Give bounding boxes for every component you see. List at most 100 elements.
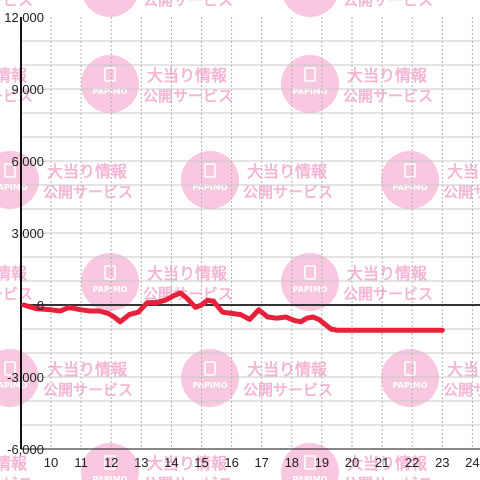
watermark-logo-icon <box>304 67 316 82</box>
watermark-line1: 大当り情報 <box>347 454 428 473</box>
watermark-logo-circle <box>381 349 439 407</box>
x-tick-label: 17 <box>254 455 268 470</box>
watermark-line1: 大当り情報 <box>247 360 328 379</box>
x-tick-label: 22 <box>405 455 419 470</box>
watermark-logo-circle <box>181 349 239 407</box>
grid-lines <box>21 17 480 449</box>
watermark-line1: 大当り情報 <box>47 162 128 181</box>
watermark-logo-circle <box>81 55 139 113</box>
x-tick-label: 24 <box>465 455 479 470</box>
watermark-line1: 大当り情報 <box>147 66 228 85</box>
watermark-logo-circle <box>81 253 139 311</box>
series-layer <box>21 290 445 333</box>
watermark-logo-text: PAPIMO <box>193 183 228 192</box>
series-line <box>21 290 445 333</box>
watermark-line1: 大当り情報 <box>0 454 28 473</box>
x-tick-label: 19 <box>315 455 329 470</box>
watermark-logo-text: PAPIMO <box>293 285 328 294</box>
x-tick-label: 13 <box>134 455 148 470</box>
y-tick-label: -3,000 <box>7 370 44 385</box>
watermark-logo-icon <box>304 265 316 280</box>
watermark-line1: 大当り情報 <box>347 264 428 283</box>
watermark-line2: 公開サービス <box>143 0 233 9</box>
watermark-line1: 大当り情報 <box>47 360 128 379</box>
y-axis-labels: 12,000 9,000 6,000 3,000 0 -3,000 -6,000 <box>4 10 44 457</box>
watermark-logo-circle <box>0 151 39 209</box>
watermark-logo-text: PAPIMO <box>0 183 28 192</box>
watermark-logo-icon <box>104 455 116 470</box>
watermark-line1: 大当り情報 <box>447 162 480 181</box>
watermark-line1: 大当り情報 <box>247 162 328 181</box>
y-tick-label: 6,000 <box>11 154 44 169</box>
watermark-logo-icon <box>104 265 116 280</box>
watermark-line2: 公開サービス <box>243 381 333 399</box>
x-tick-label: 21 <box>375 455 389 470</box>
watermark-line2: 公開サービス <box>243 183 333 201</box>
watermark-line1: 大当り情報 <box>447 360 480 379</box>
watermark-line2: 公開サービス <box>343 285 433 303</box>
watermark-logo-text: PAPIMO <box>93 285 128 294</box>
watermark-line1: 大当り情報 <box>147 264 228 283</box>
watermark-logo-icon <box>404 361 416 376</box>
y-tick-label: -6,000 <box>7 442 44 457</box>
watermark-line2: 公開サービス <box>143 475 233 480</box>
watermark-line2: 公開サービス <box>343 0 433 9</box>
watermark-logo-icon <box>4 361 16 376</box>
watermark-logo-circle <box>381 151 439 209</box>
watermark-line2: 公開サービス <box>443 183 480 201</box>
watermark-logo-text: PAPIMO <box>93 475 128 480</box>
watermark-logo-icon <box>304 455 316 470</box>
x-axis-labels: 10 11 12 13 14 15 16 17 18 19 20 21 22 23 24 <box>44 455 480 470</box>
x-tick-label: 14 <box>164 455 178 470</box>
y-tick-label: 3,000 <box>11 226 44 241</box>
watermark-line2: 公開サービス <box>43 183 133 201</box>
watermark-logo-circle <box>281 443 339 480</box>
watermark-logo-icon <box>204 361 216 376</box>
watermark-logo-icon <box>204 163 216 178</box>
watermark-logo-text: PAPIMO <box>393 183 428 192</box>
watermark-logo-circle <box>81 443 139 480</box>
x-tick-label: 20 <box>345 455 359 470</box>
x-tick-label: 23 <box>435 455 449 470</box>
watermark-line2: 公開サービス <box>143 87 233 105</box>
watermark-logo-text: PAPIMO <box>293 87 328 96</box>
watermark-line1: 大当り情報 <box>147 454 228 473</box>
watermark-logo-text: PAPIMO <box>293 475 328 480</box>
watermark-logo-circle <box>281 253 339 311</box>
watermark-logo-circle <box>83 0 137 17</box>
x-tick-label: 15 <box>194 455 208 470</box>
x-tick-label: 10 <box>44 455 58 470</box>
watermark-line2: 公開サービス <box>0 87 33 105</box>
watermark-logo-icon <box>4 163 16 178</box>
x-tick-label: 12 <box>104 455 118 470</box>
y-tick-label: 9,000 <box>11 82 44 97</box>
watermark-line2: 公開サービス <box>0 475 33 480</box>
watermark-line1: 大当り情報 <box>347 66 428 85</box>
watermark-line2: 公開サービス <box>443 381 480 399</box>
watermark-logo-text: PAPIMO <box>393 381 428 390</box>
watermark-logo-text: PAPIMO <box>93 87 128 96</box>
watermark-line1: 大当り情報 <box>0 264 28 283</box>
watermark-line2: 公開サービス <box>343 475 433 480</box>
watermark-line2: 公開サービス <box>343 87 433 105</box>
watermark-line2: 公開サービス <box>0 0 33 9</box>
watermark-logo-text: PAPIMO <box>193 381 228 390</box>
watermark-logo-circle <box>281 55 339 113</box>
watermark-logo-icon <box>104 67 116 82</box>
x-tick-label: 18 <box>285 455 299 470</box>
watermark-line2: 公開サービス <box>0 285 33 303</box>
